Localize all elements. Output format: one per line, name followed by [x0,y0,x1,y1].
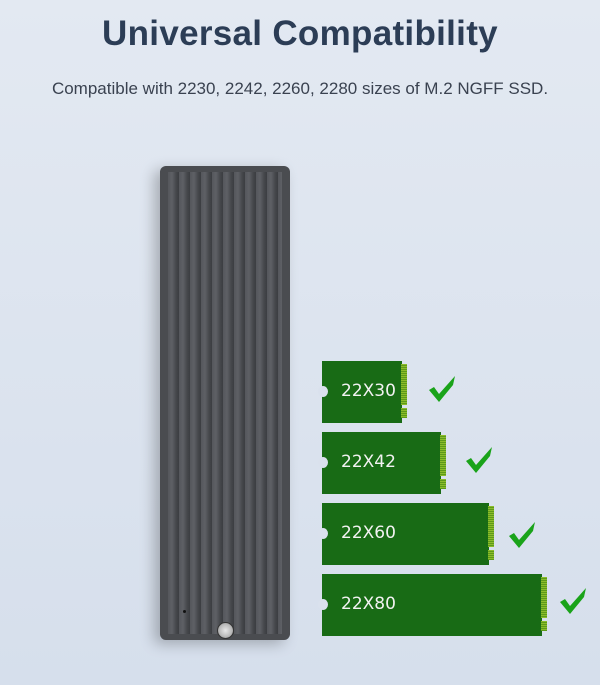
card-connector [401,364,407,405]
ssd-card-2230: 22X30 [318,361,407,423]
ssd-card-2260: 22X60 [318,503,494,565]
checkmark-icon [509,522,535,548]
card-connector [541,577,547,618]
card-connector-key [401,408,407,418]
card-label: 22X60 [341,523,396,543]
page-title: Universal Compatibility [102,14,498,53]
led-indicator [183,610,186,613]
card-connector-key [541,621,547,631]
card-connector [488,506,494,547]
checkmark-icon [429,376,455,402]
card-connector-key [440,479,446,489]
checkmark-icon [560,588,586,614]
card-notch [318,457,328,468]
heatsink-ribs [168,172,282,634]
card-connector-key [488,550,494,560]
card-notch [318,528,328,539]
page-subtitle: Compatible with 2230, 2242, 2260, 2280 s… [51,79,549,98]
card-notch [318,386,328,397]
screw-icon [217,622,234,639]
ssd-enclosure-image [160,166,290,640]
card-label: 22X80 [341,594,396,614]
ssd-card-2242: 22X42 [318,432,446,494]
card-connector [440,435,446,476]
ssd-card-2280: 22X80 [318,574,547,636]
checkmark-icon [466,447,492,473]
card-notch [318,599,328,610]
card-label: 22X42 [341,452,396,472]
card-label: 22X30 [341,381,396,401]
